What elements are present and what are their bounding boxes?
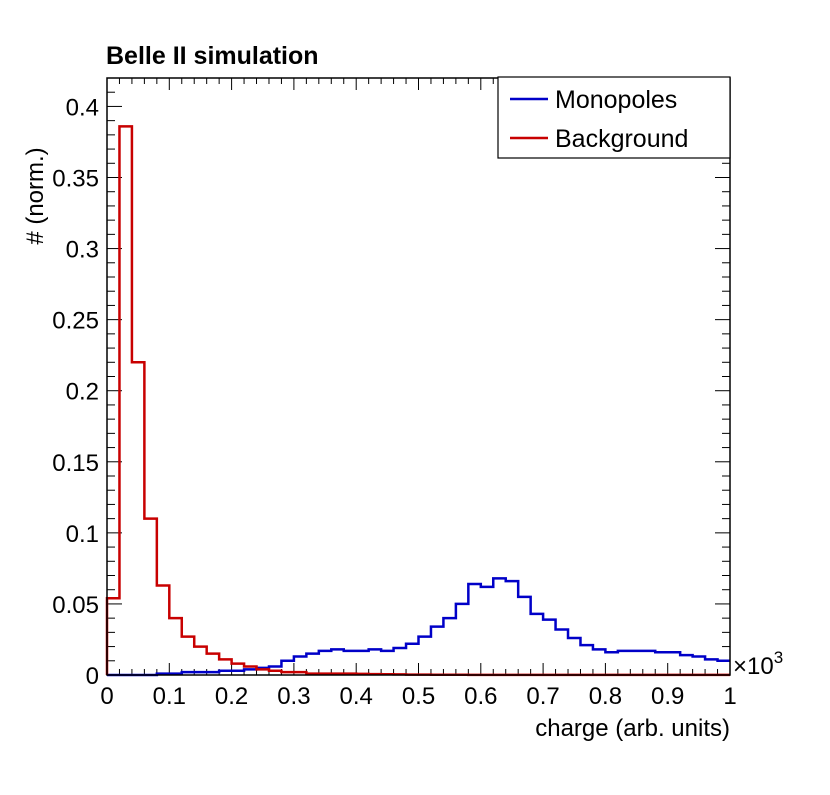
y-tick-label: 0.35 [52,166,99,193]
legend-box [497,76,731,159]
x-tick-label: 0.2 [215,683,248,710]
y-axis-label: # (norm.) [22,147,49,244]
x-tick-label: 0.7 [526,683,559,710]
chart-title: Belle II simulation [106,42,319,70]
x-multiplier-exponent: 3 [774,648,783,667]
legend: Monopoles Background [497,76,731,159]
legend-label-monopoles: Monopoles [555,86,677,114]
x-tick-label: 0.6 [464,683,497,710]
x-tick-label: 0.8 [589,683,622,710]
x-multiplier: ×103 [733,648,783,680]
x-tick-label: 0.5 [402,683,435,710]
legend-label-background: Background [555,125,688,153]
x-axis-label: charge (arb. units) [535,715,730,742]
y-tick-label: 0.05 [52,592,99,619]
y-tick-label: 0.2 [66,379,99,406]
tick-labels: 0 0.1 0.2 0.3 0.4 0.5 0.6 0.7 0.8 0.9 1 0 0.05 0.1 0.1… [52,94,736,710]
y-tick-label: 0.25 [52,308,99,335]
x-tick-label: 0.4 [340,683,373,710]
x-tick-label: 1 [723,683,736,710]
x-tick-label: 0 [100,683,113,710]
plot-frame [106,77,731,676]
x-tick-label: 0.3 [277,683,310,710]
y-tick-label: 0.1 [66,521,99,548]
series-monopoles-line [107,577,730,677]
x-tick-label: 0.1 [153,683,186,710]
y-tick-label: 0.3 [66,237,99,264]
y-tick-label: 0.4 [66,94,99,121]
x-tick-label: 0.9 [651,683,684,710]
y-tick-label: 0 [86,663,99,690]
y-tick-label: 0.15 [52,450,99,477]
